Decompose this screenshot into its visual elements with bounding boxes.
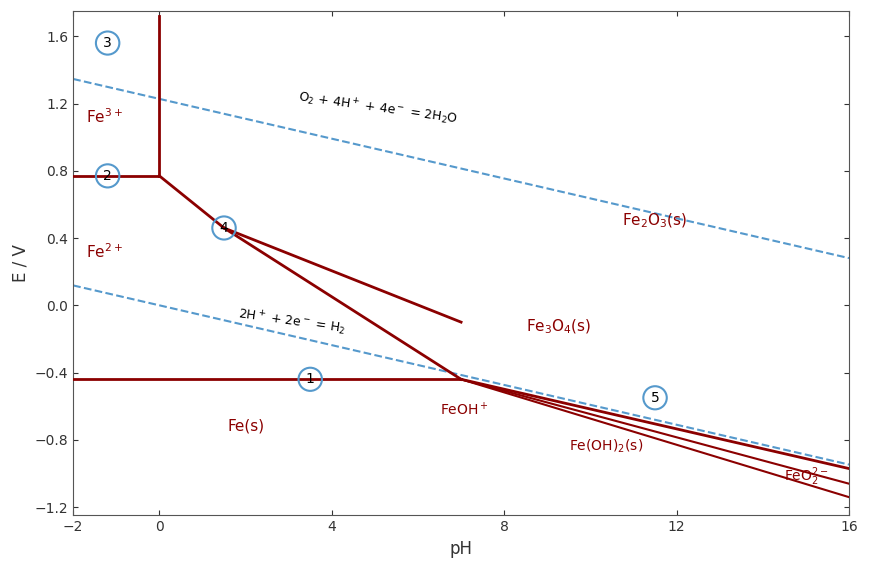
- Text: Fe$^{3+}$: Fe$^{3+}$: [86, 108, 123, 126]
- Text: 2: 2: [103, 169, 112, 183]
- Text: 5: 5: [651, 391, 660, 405]
- Text: Fe$_3$O$_4$(s): Fe$_3$O$_4$(s): [526, 318, 591, 336]
- Text: 4: 4: [220, 221, 229, 235]
- Text: 3: 3: [103, 36, 112, 50]
- Text: Fe(OH)$_2$(s): Fe(OH)$_2$(s): [569, 438, 643, 455]
- Text: FeO$_2^{2-}$: FeO$_2^{2-}$: [785, 465, 829, 488]
- X-axis label: pH: pH: [449, 540, 473, 558]
- Text: Fe$^{2+}$: Fe$^{2+}$: [86, 242, 123, 261]
- Text: Fe$_2$O$_3$(s): Fe$_2$O$_3$(s): [622, 212, 687, 230]
- Text: 2H$^+$ + 2e$^-$ = H$_2$: 2H$^+$ + 2e$^-$ = H$_2$: [237, 306, 347, 339]
- Text: 1: 1: [306, 372, 315, 386]
- Text: FeOH$^+$: FeOH$^+$: [440, 401, 488, 418]
- Text: O$_2$ + 4H$^+$ + 4e$^-$ = 2H$_2$O: O$_2$ + 4H$^+$ + 4e$^-$ = 2H$_2$O: [297, 89, 459, 129]
- Text: Fe(s): Fe(s): [227, 419, 264, 434]
- Y-axis label: E / V: E / V: [11, 244, 29, 282]
